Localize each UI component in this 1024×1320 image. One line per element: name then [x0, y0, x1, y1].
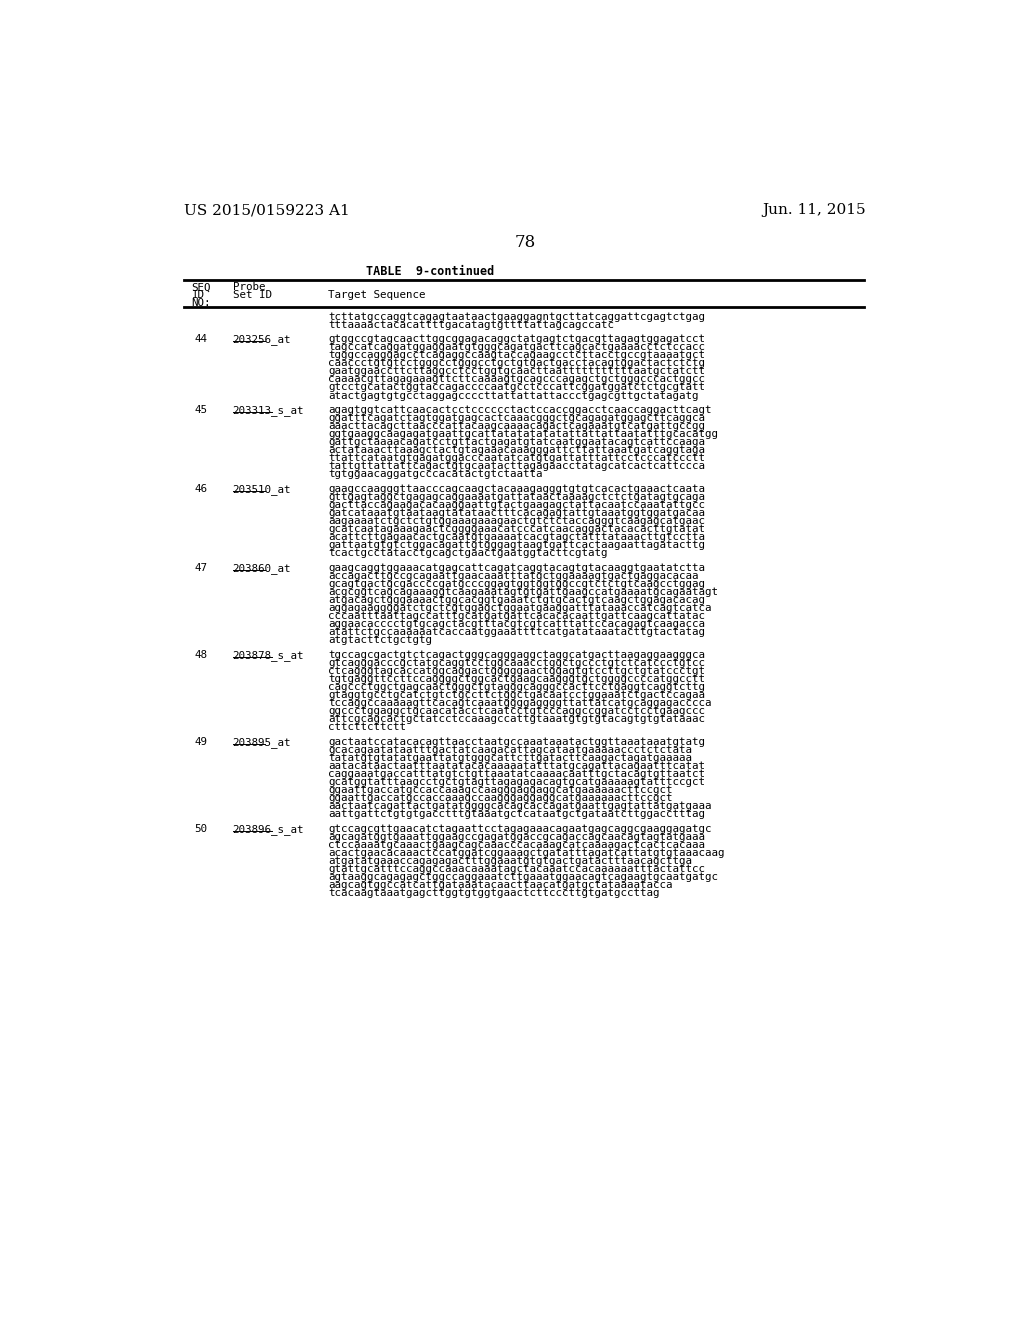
- Text: atgtacttctgctgtg: atgtacttctgctgtg: [328, 635, 432, 645]
- Text: acgcggtcagcagaaaggtcaagaaatagtgtgattgaagccatgaaaatgcagaatagt: acgcggtcagcagaaaggtcaagaaatagtgtgattgaag…: [328, 587, 718, 597]
- Text: gattgctaaaacagatcctgttactgagatgtatcaatggaatacagtcattccaaga: gattgctaaaacagatcctgttactgagatgtatcaatgg…: [328, 437, 705, 447]
- Text: agagtggtcattcaacactcctcccccctactccaccggacctcaaccaggacttcagt: agagtggtcattcaacactcctcccccctactccaccgga…: [328, 405, 712, 414]
- Text: accagacttgccgcagaattgaacaaatttatgctggaaaagtgactgaggacacaa: accagacttgccgcagaattgaacaaatttatgctggaaa…: [328, 570, 698, 581]
- Text: tatatgtgtatatgaattatgtgggcattcttgatacttcaagactagatgaaaaa: tatatgtgtatatgaattatgtgggcattcttgatacttc…: [328, 752, 692, 763]
- Text: atactgagtgtgcctaggagccccttattattattaccctgagcgttgctatagatg: atactgagtgtgcctaggagccccttattattattaccct…: [328, 391, 698, 400]
- Text: caaaacgttagagaaagttcttcaaaagtgcagcccagagctgctgggcccactggcc: caaaacgttagagaaagttcttcaaaagtgcagcccagag…: [328, 375, 705, 384]
- Text: tcttatgccaggtcagagtaataactgaaggagntgcttatcaggattcgagtctgag: tcttatgccaggtcagagtaataactgaaggagntgctta…: [328, 312, 705, 322]
- Text: 46: 46: [195, 483, 207, 494]
- Text: aagaaaatctgctctgtggaaagaaagaactgtctctaccagggtcaagagcatgaac: aagaaaatctgctctgtggaaagaaagaactgtctctacc…: [328, 516, 705, 527]
- Text: gattaatgtgtctggacagattgtgggagtaagtgattcactaagaattagatacttg: gattaatgtgtctggacagattgtgggagtaagtgattca…: [328, 540, 705, 550]
- Text: gtaggtgcctgcatctgtctgccttctggctgacaatcctggaaatctgactccagaa: gtaggtgcctgcatctgtctgccttctggctgacaatcct…: [328, 690, 705, 700]
- Text: gaagcaggtggaaacatgagcattcagatcaggtacagtgtacaaggtgaatatctta: gaagcaggtggaaacatgagcattcagatcaggtacagtg…: [328, 562, 705, 573]
- Text: tgtggaacaggatgcccacatactgtctaatta: tgtggaacaggatgcccacatactgtctaatta: [328, 470, 543, 479]
- Text: gatcataaatgtaataagtatataactttcacagagtattgtaaatggtggatgacaa: gatcataaatgtaataagtatataactttcacagagtatt…: [328, 508, 705, 517]
- Text: tagccatcaggatggaggaatgtgggcagatgacttcagcactgaaaacctctccacc: tagccatcaggatggaggaatgtgggcagatgacttcagc…: [328, 342, 705, 352]
- Text: gacttaccagaagacacaaggaattgtactgaagagctattacaatccaaatattgcc: gacttaccagaagacacaaggaattgtactgaagagctat…: [328, 500, 705, 510]
- Text: atgatatgaaaccagagagactttggaaatgtgtgactgatactttaacagcttga: atgatatgaaaccagagagactttggaaatgtgtgactga…: [328, 857, 692, 866]
- Text: aatacataactaatttaatatacacaaaaatatttatgcagattacagaatttcatat: aatacataactaatttaatatacacaaaaatatttatgca…: [328, 760, 705, 771]
- Text: aggaacacccctgtgcagctacgtttacgtcgtcatttattccacagagtcaagacca: aggaacacccctgtgcagctacgtttacgtcgtcatttat…: [328, 619, 705, 630]
- Text: gaagccaagggttaacccagcaagctacaaagagggtgtgtcacactgaaactcaata: gaagccaagggttaacccagcaagctacaaagagggtgtg…: [328, 483, 705, 494]
- Text: cttcttcttctt: cttcttcttctt: [328, 722, 406, 733]
- Text: gtggccgtagcaacttggcggagacaggctatgagtctgacgttagagtggagatcct: gtggccgtagcaacttggcggagacaggctatgagtctga…: [328, 334, 705, 345]
- Text: 48: 48: [195, 649, 207, 660]
- Text: caaccctgtgtcctgggcctgggcctgctgtgactgacctacagtggactactctctg: caaccctgtgtcctgggcctgggcctgctgtgactgacct…: [328, 358, 705, 368]
- Text: 50: 50: [195, 824, 207, 834]
- Text: 203860_at: 203860_at: [232, 562, 291, 574]
- Text: tcactgcctatacctgcagctgaactgaatggtacttcgtatg: tcactgcctatacctgcagctgaactgaatggtacttcgt…: [328, 548, 607, 558]
- Text: cagccctggctgagcaactgggctgtagggcagggccacttcctgaggtcaggtcttg: cagccctggctgagcaactgggctgtagggcagggccact…: [328, 682, 705, 692]
- Text: Target Sequence: Target Sequence: [328, 290, 425, 300]
- Text: 203510_at: 203510_at: [232, 483, 291, 495]
- Text: aaacttacagcttaacccattacaagcaaaacagactcagaaatgtcatgattgccgg: aaacttacagcttaacccattacaagcaaaacagactcag…: [328, 421, 705, 430]
- Text: US 2015/0159223 A1: US 2015/0159223 A1: [183, 203, 349, 216]
- Text: ggtgaaggcaagagatgaattgcattatatatatatattattattaatatttgcacatgg: ggtgaaggcaagagatgaattgcattatatatatatatta…: [328, 429, 718, 440]
- Text: aactaatcagattactgatatggggcacagcaccagatgaattgagtattatgatgaaa: aactaatcagattactgatatggggcacagcaccagatga…: [328, 801, 712, 812]
- Text: 203896_s_at: 203896_s_at: [232, 824, 304, 834]
- Text: ID: ID: [191, 290, 205, 300]
- Text: atgacagctgggaaaactggcacggtgaaatctgtgcactgtcaagctggagacacag: atgacagctgggaaaactggcacggtgaaatctgtgcact…: [328, 595, 705, 605]
- Text: TABLE  9-continued: TABLE 9-continued: [367, 264, 495, 277]
- Text: 49: 49: [195, 737, 207, 747]
- Text: ggccctggaggctgcaacatacctcaatcctgtcccaggccggatcctcctgaagccc: ggccctggaggctgcaacatacctcaatcctgtcccaggc…: [328, 706, 705, 717]
- Text: Probe: Probe: [232, 282, 265, 292]
- Text: ctcagggtagcaccatggcaggactgggggaactggagtgtccttgctgtatccctgt: ctcagggtagcaccatggcaggactgggggaactggagtg…: [328, 665, 705, 676]
- Text: atattctgccaaaaaatcaccaatggaaattttcatgatataaatacttgtactatag: atattctgccaaaaaatcaccaatggaaattttcatgata…: [328, 627, 705, 638]
- Text: cccaatttaattagccatttgcatgatgattcacacacaattgattcaagcattatac: cccaatttaattagccatttgcatgatgattcacacacaa…: [328, 611, 705, 622]
- Text: ggatttcagatctagtggatgagcactcaaacgggctgcagagatggagcttcaggca: ggatttcagatctagtggatgagcactcaaacgggctgca…: [328, 413, 705, 422]
- Text: tccaggccaaaaagttcacagtcaaatggggaggggttattatcatgcaggagacccca: tccaggccaaaaagttcacagtcaaatggggaggggttat…: [328, 698, 712, 708]
- Text: agtaaggcagagagctggccaggaaatcttgaaatggaacagtcagaagtgcaatgatgc: agtaaggcagagagctggccaggaaatcttgaaatggaac…: [328, 873, 718, 882]
- Text: gtcagggacccgctatgcaggtcctggcaaacctggctgccctgtctcatccctgtcc: gtcagggacccgctatgcaggtcctggcaaacctggctgc…: [328, 657, 705, 668]
- Text: tttaaaactacacattttgacatagtgttttattagcagccatc: tttaaaactacacattttgacatagtgttttattagcagc…: [328, 319, 614, 330]
- Text: gcatcaatagaaagaactcggggaaacatcccatcaacaggactacacacttgtatat: gcatcaatagaaagaactcggggaaacatcccatcaacag…: [328, 524, 705, 535]
- Text: ttattcataatgtgagatggacccaatatcatgtgattatttattcctcccatccctt: ttattcataatgtgagatggacccaatatcatgtgattat…: [328, 453, 705, 463]
- Text: gactaatccatacacagttaacctaatgccaaataaatactggttaaataaatgtatg: gactaatccatacacagttaacctaatgccaaataaatac…: [328, 737, 705, 747]
- Text: 203878_s_at: 203878_s_at: [232, 649, 304, 660]
- Text: attcgcagcactgctatcctccaaagccattgtaaatgtgtgtacagtgtgtataaac: attcgcagcactgctatcctccaaagccattgtaaatgtg…: [328, 714, 705, 725]
- Text: gtccagcgttgaacatctagaattcctagagaaacagaatgagcaggcgaaggagatgc: gtccagcgttgaacatctagaattcctagagaaacagaat…: [328, 824, 712, 834]
- Text: aagcagtggccatcattgataaatacaacttaacatgatgctataaaatacca: aagcagtggccatcattgataaatacaacttaacatgatg…: [328, 880, 673, 890]
- Text: gcacagaatataatttgactatcaagacattagcataatgaaaaaccctctctata: gcacagaatataatttgactatcaagacattagcataatg…: [328, 744, 692, 755]
- Text: agcagatggtgaaattggaagccgagatggaccgcagaccagcaacagtagtatgaaa: agcagatggtgaaattggaagccgagatggaccgcagacc…: [328, 832, 705, 842]
- Text: gaatggaaccttcttaggcctcctggtgcaacttaatttttttttttaatgctatctt: gaatggaaccttcttaggcctcctggtgcaacttaatttt…: [328, 367, 705, 376]
- Text: gcatggtatttaagcctgctgtagttagagagacagtgcatgaaaaagtatttccgct: gcatggtatttaagcctgctgtagttagagagacagtgca…: [328, 777, 705, 787]
- Text: tcacaagtaaatgagcttggtgtggtgaactcttcccttgtgatgccttag: tcacaagtaaatgagcttggtgtggtgaactcttcccttg…: [328, 888, 659, 899]
- Text: ggaattgaccatgccaccaaagccaagggaggaggcatgaaaaaacttccgct: ggaattgaccatgccaccaaagccaagggaggaggcatga…: [328, 793, 673, 804]
- Text: SEQ: SEQ: [191, 282, 211, 292]
- Text: actataaacttaaagctactgtagaaacaaagggattcttattaaatgatcaggtaga: actataaacttaaagctactgtagaaacaaagggattctt…: [328, 445, 705, 455]
- Text: 78: 78: [514, 234, 536, 251]
- Text: aggagaaggggatctgctcgtggagctggaatgaaggatttataaaccatcagtcatca: aggagaaggggatctgctcgtggagctggaatgaaggatt…: [328, 603, 712, 612]
- Text: tgccagcgactgtctcagactgggcagggaggctaggcatgacttaagaggaagggca: tgccagcgactgtctcagactgggcagggaggctaggcat…: [328, 649, 705, 660]
- Text: gttgagtaggctgagagcaggaaaatgattataactaaaagctctctgatagtgcaga: gttgagtaggctgagagcaggaaaatgattataactaaaa…: [328, 492, 705, 502]
- Text: 44: 44: [195, 334, 207, 345]
- Text: ctccaaaatgcaaactgaagcagcaaacccacaaagcatcaaaagactcactcacaaa: ctccaaaatgcaaactgaagcagcaaacccacaaagcatc…: [328, 840, 705, 850]
- Text: acactgaacacaaactccatggatcggaaagctgatatttagatcattatgtgtaaacaag: acactgaacacaaactccatggatcggaaagctgatattt…: [328, 847, 724, 858]
- Text: 45: 45: [195, 405, 207, 414]
- Text: Set ID: Set ID: [232, 290, 271, 300]
- Text: caggaaatgaccatttatgtctgttaaatatcaaaacaatttgctacagtgttaatct: caggaaatgaccatttatgtctgttaaatatcaaaacaat…: [328, 770, 705, 779]
- Text: 203895_at: 203895_at: [232, 737, 291, 747]
- Text: tgggccagggagcctcagaggccaagtaccagaagcctcttacctgccgtaaaatgct: tgggccagggagcctcagaggccaagtaccagaagcctct…: [328, 350, 705, 360]
- Text: gtcctgcatactggtaccagaccccaatgcctcccattcggatggatctctgcgtatt: gtcctgcatactggtaccagaccccaatgcctcccattcg…: [328, 383, 705, 392]
- Text: NO:: NO:: [191, 298, 211, 308]
- Text: 47: 47: [195, 562, 207, 573]
- Text: Jun. 11, 2015: Jun. 11, 2015: [762, 203, 866, 216]
- Text: tattgttattattcagactgtgcaatacttagagaacctatagcatcactcattccca: tattgttattattcagactgtgcaatacttagagaaccta…: [328, 462, 705, 471]
- Text: gtattgcatttccaggccaaacaaaatagctacaaatccacaaaaaatttactattcc: gtattgcatttccaggccaaacaaaatagctacaaatcca…: [328, 865, 705, 874]
- Text: 203256_at: 203256_at: [232, 334, 291, 345]
- Text: gcagtgactgcgaccccgatgcccggagtggtggtggccgtctctgtcaagcctggag: gcagtgactgcgaccccgatgcccggagtggtggtggccg…: [328, 579, 705, 589]
- Text: aattgattctgtgtgacctttgtaaatgctcataatgctgataatcttggacctttag: aattgattctgtgtgacctttgtaaatgctcataatgctg…: [328, 809, 705, 820]
- Text: tgtgaggttccttccaggggctggcactgaagcaagggtgctggggccccatggcctt: tgtgaggttccttccaggggctggcactgaagcaagggtg…: [328, 675, 705, 684]
- Text: ggaattgaccatgccaccaaagccaagggaggaggcatgaaaaaacttccgct: ggaattgaccatgccaccaaagccaagggaggaggcatga…: [328, 785, 673, 795]
- Text: 203313_s_at: 203313_s_at: [232, 405, 304, 416]
- Text: acattcttgagaacactgcaatgtgaaaatcacgtagctatttataaacttgtcctta: acattcttgagaacactgcaatgtgaaaatcacgtagcta…: [328, 532, 705, 543]
